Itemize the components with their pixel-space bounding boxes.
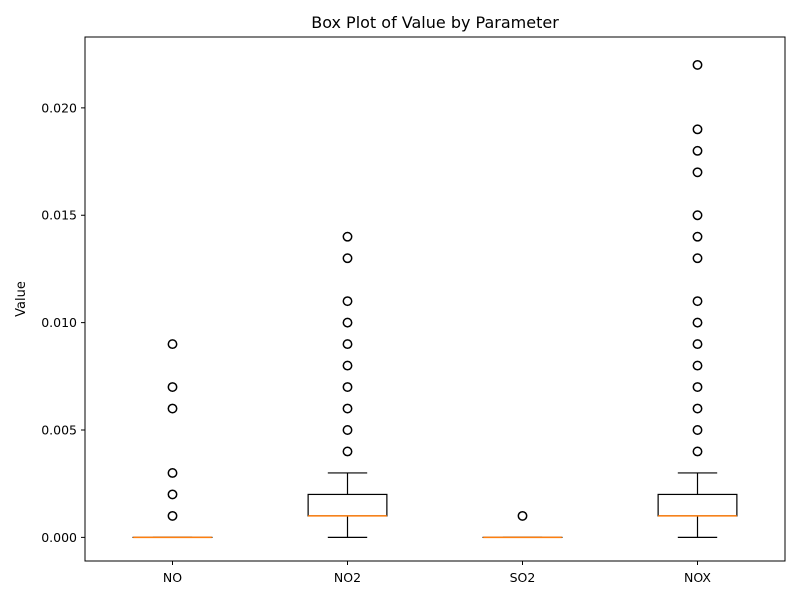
y-tick-label: 0.005	[41, 423, 77, 438]
y-tick-label: 0.020	[41, 100, 77, 115]
outlier-nox	[692, 253, 703, 264]
outlier-so2	[517, 510, 528, 521]
plot-area: 0.000 0.005 0.010 0.015 0.020 NO NO2 SO2 NOX	[41, 59, 738, 585]
box-no2	[307, 493, 388, 517]
outlier-no	[167, 468, 178, 478]
outlier-nox	[692, 296, 703, 307]
outlier-nox	[692, 145, 703, 156]
outlier-nox	[692, 403, 703, 414]
outlier-nox	[692, 317, 703, 328]
outlier-no	[167, 489, 178, 500]
outlier-no	[167, 510, 178, 521]
y-tick-label: 0.000	[41, 530, 77, 545]
outlier-nox	[692, 167, 703, 178]
y-axis-label: Value	[14, 281, 29, 317]
outlier-nox	[692, 210, 703, 221]
outlier-no	[167, 403, 178, 414]
outlier-no2	[342, 382, 353, 392]
outlier-no	[167, 382, 178, 392]
outlier-nox	[692, 382, 703, 392]
outlier-no2	[342, 403, 353, 414]
y-tick-label: 0.015	[41, 208, 77, 223]
outlier-nox	[692, 124, 703, 135]
box-nox	[657, 493, 738, 517]
outlier-nox	[692, 59, 703, 70]
x-tick-label: SO2	[510, 570, 536, 585]
outlier-no2	[342, 317, 353, 328]
outlier-nox	[692, 360, 703, 371]
y-tick-label: 0.010	[41, 315, 77, 330]
outlier-no2	[342, 446, 353, 457]
outlier-nox	[692, 339, 703, 350]
outlier-nox	[692, 425, 703, 435]
outlier-nox	[692, 231, 703, 242]
x-tick-label: NO	[163, 570, 182, 585]
x-tick-label: NO2	[334, 570, 361, 585]
chart-title: Box Plot of Value by Parameter	[311, 13, 559, 32]
outlier-nox	[692, 446, 703, 457]
outlier-no	[167, 339, 178, 350]
outlier-no2	[342, 253, 353, 264]
plot-frame	[84, 36, 786, 562]
outlier-no2	[342, 296, 353, 307]
outlier-no2	[342, 425, 353, 435]
outlier-no2	[342, 231, 353, 242]
outlier-no2	[342, 339, 353, 350]
x-tick-label: NOX	[684, 570, 711, 585]
outlier-no2	[342, 360, 353, 371]
